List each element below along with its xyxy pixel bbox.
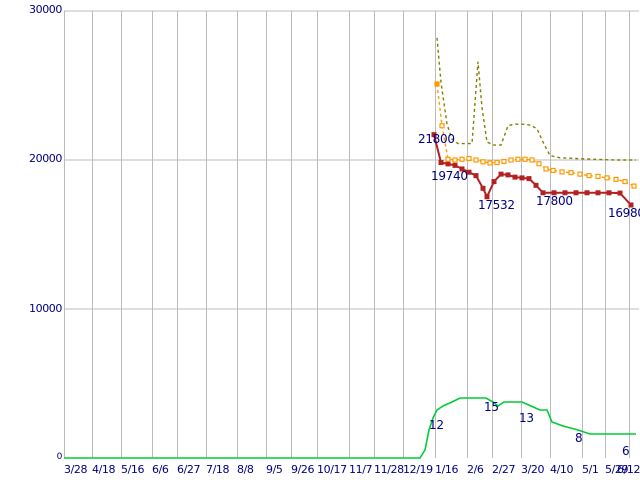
x-tick-label-11-28: 11/28 xyxy=(374,463,404,476)
series-price-main xyxy=(431,132,634,208)
x-tick-label-9-26: 9/26 xyxy=(291,463,315,476)
x-tick-label-8-8: 8/8 xyxy=(237,463,254,476)
x-tick-label-12-19: 12/19 xyxy=(403,463,433,476)
x-tick-label-1-16: 1/16 xyxy=(435,463,459,476)
series-count-green xyxy=(64,397,636,459)
x-tick-label-6-27: 6/27 xyxy=(177,463,201,476)
x-tick-label-3-28: 3/28 xyxy=(64,463,88,476)
x-tick-label-9-5: 9/5 xyxy=(266,463,283,476)
x-tick-label-3-20: 3/20 xyxy=(521,463,545,476)
data-series-layer xyxy=(64,37,637,459)
x-tick-label-4-18: 4/18 xyxy=(92,463,116,476)
x-tick-label-6-6: 6/6 xyxy=(152,463,169,476)
label-15: 15 xyxy=(484,400,499,414)
y-tick-label-30000: 30000 xyxy=(29,3,62,16)
gridlines xyxy=(64,10,639,458)
label-19740: 19740 xyxy=(431,169,468,183)
y-tick-label-20000: 20000 xyxy=(29,152,62,165)
series-price-upper-orange xyxy=(434,81,637,189)
label-13: 13 xyxy=(519,411,534,425)
y-tick-label-10000: 10000 xyxy=(29,302,62,315)
label-16980: 16980 xyxy=(608,206,640,220)
label-8: 8 xyxy=(575,431,583,445)
x-tick-label-4-10: 4/10 xyxy=(550,463,574,476)
series-price-top-olive xyxy=(436,37,636,161)
label-17800: 17800 xyxy=(536,194,573,208)
label-21800: 21800 xyxy=(418,132,455,146)
label-17532: 17532 xyxy=(478,198,515,212)
x-tick-label-6-12: 6/12 xyxy=(617,463,640,476)
x-tick-label-11-7: 11/7 xyxy=(349,463,373,476)
x-tick-label-2-6: 2/6 xyxy=(467,463,484,476)
label-6: 6 xyxy=(622,444,630,458)
x-tick-label-5-16: 5/16 xyxy=(121,463,145,476)
x-tick-label-5-29: 5/29 xyxy=(605,463,629,476)
label-12: 12 xyxy=(429,418,444,432)
x-tick-label-5-1: 5/1 xyxy=(582,463,599,476)
y-tick-label-0: 0 xyxy=(56,452,63,462)
x-tick-label-2-27: 2/27 xyxy=(492,463,516,476)
x-tick-label-7-18: 7/18 xyxy=(206,463,230,476)
x-tick-label-10-17: 10/17 xyxy=(317,463,347,476)
